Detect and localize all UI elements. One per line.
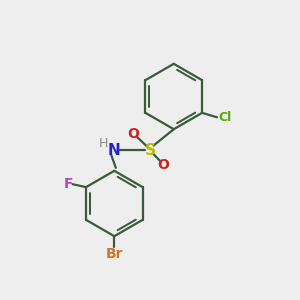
- Text: Br: Br: [106, 247, 123, 261]
- Text: H: H: [98, 137, 108, 150]
- Text: N: N: [108, 142, 121, 158]
- Text: Cl: Cl: [218, 111, 232, 124]
- Text: S: S: [145, 142, 155, 158]
- Text: F: F: [63, 177, 73, 190]
- Text: O: O: [128, 127, 140, 141]
- Text: O: O: [158, 158, 169, 172]
